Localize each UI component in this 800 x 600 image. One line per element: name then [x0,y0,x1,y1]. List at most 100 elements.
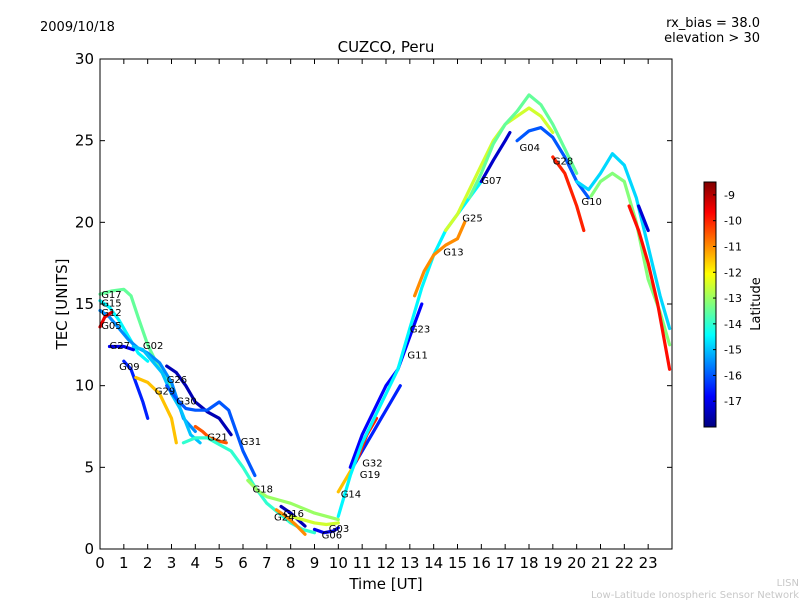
y-axis-label: TEC [UNITS] [53,259,71,351]
x-tick-label-8: 8 [286,554,296,572]
satellite-label-G19: G19 [360,470,380,481]
satellite-label-G05: G05 [101,321,121,332]
y-tick-label-10: 10 [75,377,94,395]
x-tick-label-11: 11 [353,554,372,572]
x-tick-label-6: 6 [238,554,248,572]
satellite-label-G23: G23 [410,325,430,336]
series-G01 [575,152,672,331]
colorbar-tick-label--9: -9 [724,189,735,202]
satellite-label-G16: G16 [284,509,304,520]
footer-lisn: LISN [777,578,799,589]
satellite-label-G28: G28 [553,156,573,167]
x-tick-label-14: 14 [424,554,443,572]
x-tick-label-4: 4 [191,554,201,572]
x-tick-label-22: 22 [615,554,634,572]
x-tick-label-1: 1 [119,554,129,572]
series-G18 [246,478,340,522]
elevation-label: elevation > 30 [664,31,760,46]
x-tick-label-20: 20 [567,554,586,572]
series-G16 [274,508,307,536]
y-tick-label-15: 15 [75,295,94,313]
colorbar-tick-label--17: -17 [724,395,742,408]
satellite-label-G03: G03 [329,524,349,535]
series-G13 [413,220,467,298]
data-marks [98,93,672,536]
y-tick-label-25: 25 [75,132,94,150]
y-tick-label-20: 20 [75,213,94,231]
satellite-label-G17: G17 [101,290,121,301]
satellite-label-G04: G04 [520,143,540,154]
colorbar-tick-label--13: -13 [724,292,742,305]
y-axis-ticks: 0 5 10 15 20 25 30 [75,50,672,558]
x-tick-label-0: 0 [95,554,105,572]
series-G06 [312,526,340,535]
satellite-label-G26: G26 [167,375,187,386]
x-tick-label-7: 7 [262,554,272,572]
x-axis-label: Time [UT] [348,575,422,593]
chart-title: CUZCO, Peru [338,38,435,56]
satellite-label-G10: G10 [581,197,601,208]
satellite-label-G31: G31 [241,437,261,448]
series-G15 [98,299,150,363]
x-tick-label-19: 19 [543,554,562,572]
series-G07 [467,93,579,200]
series-G08 [589,171,672,347]
x-tick-label-15: 15 [448,554,467,572]
x-tick-label-2: 2 [143,554,153,572]
x-tick-label-23: 23 [639,554,658,572]
satellite-label-G13: G13 [443,248,463,259]
colorbar-tick-label--12: -12 [724,266,742,279]
x-tick-label-17: 17 [496,554,515,572]
colorbar-label: Latitude [749,277,764,331]
satellite-label-G02: G02 [143,341,163,352]
satellite-label-G11: G11 [407,351,427,362]
date-label: 2009/10/18 [40,20,115,35]
series-G11 [348,302,424,469]
x-tick-label-5: 5 [214,554,224,572]
series-G26 [165,364,233,437]
colorbar-tick-label--16: -16 [724,369,742,382]
x-tick-label-9: 9 [310,554,320,572]
rx-bias-label: rx_bias = 38.0 [666,16,760,31]
x-tick-label-18: 18 [519,554,538,572]
x-tick-label-3: 3 [167,554,177,572]
x-axis-ticks: 0 1 2 3 4 5 6 7 8 9 10 11 12 13 14 15 16 17 18 19 20 21 22 23 [95,59,658,572]
series-G05 [98,310,114,329]
series-G03 [289,514,340,527]
satellite-label-G32: G32 [362,458,382,469]
colorbar [703,181,717,428]
y-tick-label-0: 0 [84,540,94,558]
colorbar-tick-label--14: -14 [724,318,742,331]
satellite-label-G14: G14 [341,490,361,501]
series-G20 [627,204,672,371]
satellite-label-G07: G07 [481,176,501,187]
x-tick-label-16: 16 [472,554,491,572]
plot-frame [99,58,673,550]
satellite-label-G21: G21 [207,432,227,443]
x-tick-label-10: 10 [329,554,348,572]
colorbar-tick-label--15: -15 [724,344,742,357]
satellite-label-G27: G27 [110,341,130,352]
footer-network: Low-Latitude Ionospheric Sensor Network [591,590,799,600]
x-tick-label-13: 13 [400,554,419,572]
series-G02 [131,344,202,445]
satellite-label-G29: G29 [155,387,175,398]
colorbar-tick-label--10: -10 [724,215,742,228]
x-tick-label-12: 12 [376,554,395,572]
colorbar-tick-label--11: -11 [724,240,742,253]
satellite-label-G18: G18 [253,485,273,496]
series-G27 [107,344,135,352]
satellite-label-G06: G06 [322,530,342,541]
series-G09 [122,359,150,420]
satellite-label-G15: G15 [101,298,121,309]
satellite-label-G30: G30 [176,396,196,407]
x-tick-label-21: 21 [591,554,610,572]
series-G10 [551,155,586,233]
colorbar-ticks: -9 -10 -11 -12 -13 -14 -15 -16 -17 [713,189,742,408]
series-G04 [479,130,512,184]
y-tick-label-5: 5 [84,458,94,476]
y-tick-label-30: 30 [75,50,94,68]
satellite-label-G25: G25 [462,213,482,224]
